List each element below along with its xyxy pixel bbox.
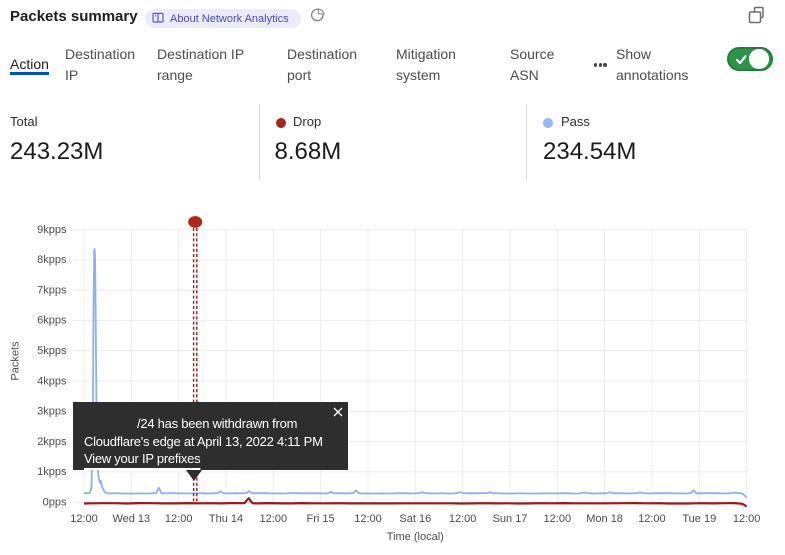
svg-text:12:00: 12:00 <box>638 513 666 525</box>
svg-text:1kpps: 1kpps <box>37 466 67 478</box>
svg-text:12:00: 12:00 <box>260 513 288 525</box>
svg-text:Sat 16: Sat 16 <box>399 513 431 525</box>
svg-text:Thu 14: Thu 14 <box>209 513 243 525</box>
svg-text:12:00: 12:00 <box>544 513 572 525</box>
svg-text:7kpps: 7kpps <box>37 285 67 297</box>
svg-text:12:00: 12:00 <box>70 513 98 525</box>
svg-text:5kpps: 5kpps <box>37 345 67 357</box>
svg-text:Fri 15: Fri 15 <box>307 513 335 525</box>
svg-text:Sun 17: Sun 17 <box>493 513 528 525</box>
svg-text:12:00: 12:00 <box>449 513 477 525</box>
svg-text:4kpps: 4kpps <box>37 375 67 387</box>
svg-text:Mon 18: Mon 18 <box>586 513 623 525</box>
svg-text:Wed 13: Wed 13 <box>112 513 150 525</box>
svg-text:12:00: 12:00 <box>733 513 761 525</box>
svg-text:3kpps: 3kpps <box>37 406 67 418</box>
svg-text:12:00: 12:00 <box>165 513 193 525</box>
svg-text:8kpps: 8kpps <box>37 254 67 266</box>
svg-text:Tue 19: Tue 19 <box>682 513 716 525</box>
svg-text:0pps: 0pps <box>43 496 67 508</box>
svg-text:12:00: 12:00 <box>354 513 382 525</box>
svg-text:2kpps: 2kpps <box>37 436 67 448</box>
svg-text:Time (local): Time (local) <box>387 531 444 543</box>
svg-text:6kpps: 6kpps <box>37 315 67 327</box>
svg-text:9kpps: 9kpps <box>37 224 67 236</box>
svg-text:Packets: Packets <box>10 341 22 381</box>
